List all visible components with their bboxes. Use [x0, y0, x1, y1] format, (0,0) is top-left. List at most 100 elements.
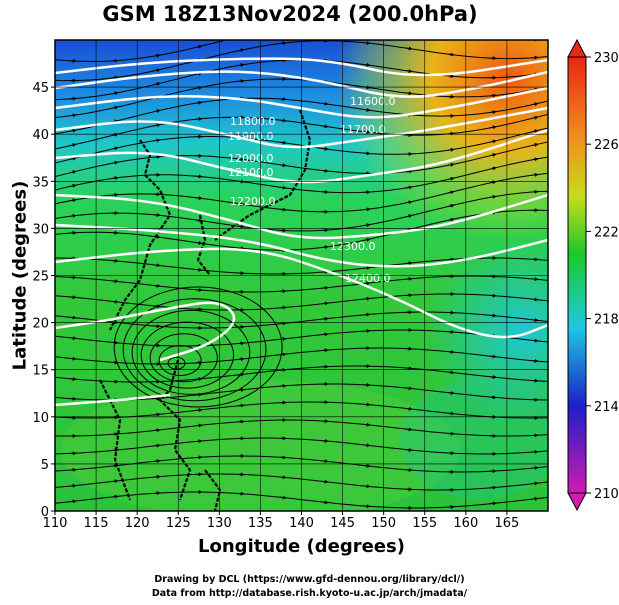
wind-arrow	[363, 130, 371, 135]
x-tick-label: 165	[495, 516, 520, 531]
wind-arrow	[405, 46, 413, 51]
wind-arrow	[69, 128, 77, 133]
wind-arrow	[237, 357, 245, 362]
streamline	[55, 347, 548, 365]
x-axis-label: Longitude (degrees)	[198, 536, 405, 557]
wind-arrow	[489, 395, 497, 400]
cyclone-streamline	[131, 309, 251, 395]
wind-arrow	[405, 214, 413, 219]
wind-arrow	[363, 62, 371, 67]
wind-arrow	[111, 258, 119, 263]
y-tick-label: 35	[32, 175, 49, 190]
x-tick-label: 115	[84, 516, 109, 531]
wind-arrow	[153, 82, 161, 86]
wind-arrow	[280, 27, 286, 28]
wind-arrow	[237, 48, 245, 53]
wind-arrow	[489, 180, 497, 185]
wind-arrow	[363, 281, 371, 286]
wind-arrow	[195, 100, 203, 105]
contour-label: 11700.0	[340, 123, 386, 136]
wind-arrow	[447, 162, 455, 167]
wind-arrow	[111, 160, 119, 165]
wind-arrow	[447, 370, 455, 375]
wind-arrow	[489, 125, 497, 130]
wind-arrow	[531, 297, 539, 302]
wind-arrow	[447, 52, 455, 57]
wind-arrow	[447, 190, 455, 195]
wind-arrow	[405, 200, 413, 205]
colorbar-tick-label: 214	[594, 400, 619, 415]
wind-arrow	[321, 459, 329, 464]
chart-title: GSM 18Z13Nov2024 (200.0hPa)	[102, 2, 478, 26]
y-tick-label: 5	[41, 458, 49, 473]
wind-arrow	[69, 315, 77, 320]
wind-arrow	[448, 32, 454, 33]
wind-arrow	[237, 224, 245, 229]
contour-label: 11900.0	[228, 130, 274, 143]
streamline	[55, 78, 548, 118]
wind-arrow	[531, 277, 539, 282]
x-tick-label: 155	[412, 516, 437, 531]
wind-arrow	[237, 246, 245, 251]
wind-arrow	[279, 352, 287, 357]
map-background	[55, 40, 548, 511]
streamline	[55, 113, 548, 150]
wind-arrow	[321, 245, 329, 250]
wind-arrow	[111, 176, 119, 181]
wind-arrow	[69, 113, 77, 118]
wind-arrow	[447, 74, 455, 79]
wind-arrow	[363, 107, 371, 112]
wind-arrow	[447, 217, 455, 222]
y-tick-label: 15	[32, 364, 49, 379]
wind-arrow	[489, 375, 497, 380]
streamline	[55, 419, 548, 437]
wind-arrow	[363, 463, 371, 468]
y-tick-label: 40	[32, 128, 49, 143]
y-tick-label: 25	[32, 270, 49, 285]
wind-arrow	[195, 408, 203, 413]
y-axis-ticks: 0 5 10 15 20 25 30 35 40 45	[32, 81, 55, 520]
wind-arrow	[447, 411, 455, 416]
wind-arrow	[237, 79, 245, 84]
wind-arrow	[405, 447, 413, 452]
y-tick-label: 0	[41, 505, 49, 520]
wind-arrow	[447, 390, 455, 395]
wind-arrow	[363, 265, 371, 270]
wind-arrow	[237, 341, 245, 346]
wind-arrow	[69, 170, 77, 175]
wind-arrow	[153, 138, 161, 143]
contour-line	[55, 86, 548, 119]
wind-arrow	[489, 501, 497, 506]
wind-arrow	[69, 295, 77, 300]
wind-arrow	[69, 156, 77, 161]
wind-arrow	[153, 53, 161, 58]
wind-arrow	[153, 68, 161, 73]
wind-arrow	[405, 406, 413, 411]
wind-arrow	[363, 237, 371, 242]
wind-arrow	[531, 496, 539, 501]
wind-arrow	[531, 157, 539, 162]
contour-line	[55, 223, 548, 268]
wind-arrow	[237, 63, 245, 68]
streamline	[55, 209, 548, 251]
wind-arrow	[153, 154, 161, 159]
wind-arrow	[111, 479, 119, 484]
streamline	[55, 275, 548, 293]
wind-arrow	[69, 143, 77, 148]
wind-arrow	[405, 261, 413, 266]
map-plot: 11600.0 11700.0 11800.0 11900.0 12000.012100…	[32, 27, 619, 531]
wind-arrow	[489, 194, 497, 199]
wind-arrow	[363, 422, 371, 427]
wind-arrow	[363, 40, 371, 45]
streamline	[55, 97, 548, 135]
wind-arrow	[489, 354, 497, 359]
colorbar-tick-label: 230	[594, 51, 619, 66]
streamline	[55, 401, 548, 419]
wind-arrow	[531, 142, 539, 147]
wind-arrow	[238, 36, 244, 37]
wind-arrow	[321, 285, 329, 290]
streamline	[55, 40, 548, 82]
contour-line	[55, 70, 548, 98]
contour-label: 11800.0	[230, 115, 276, 128]
wind-arrow	[531, 172, 539, 177]
